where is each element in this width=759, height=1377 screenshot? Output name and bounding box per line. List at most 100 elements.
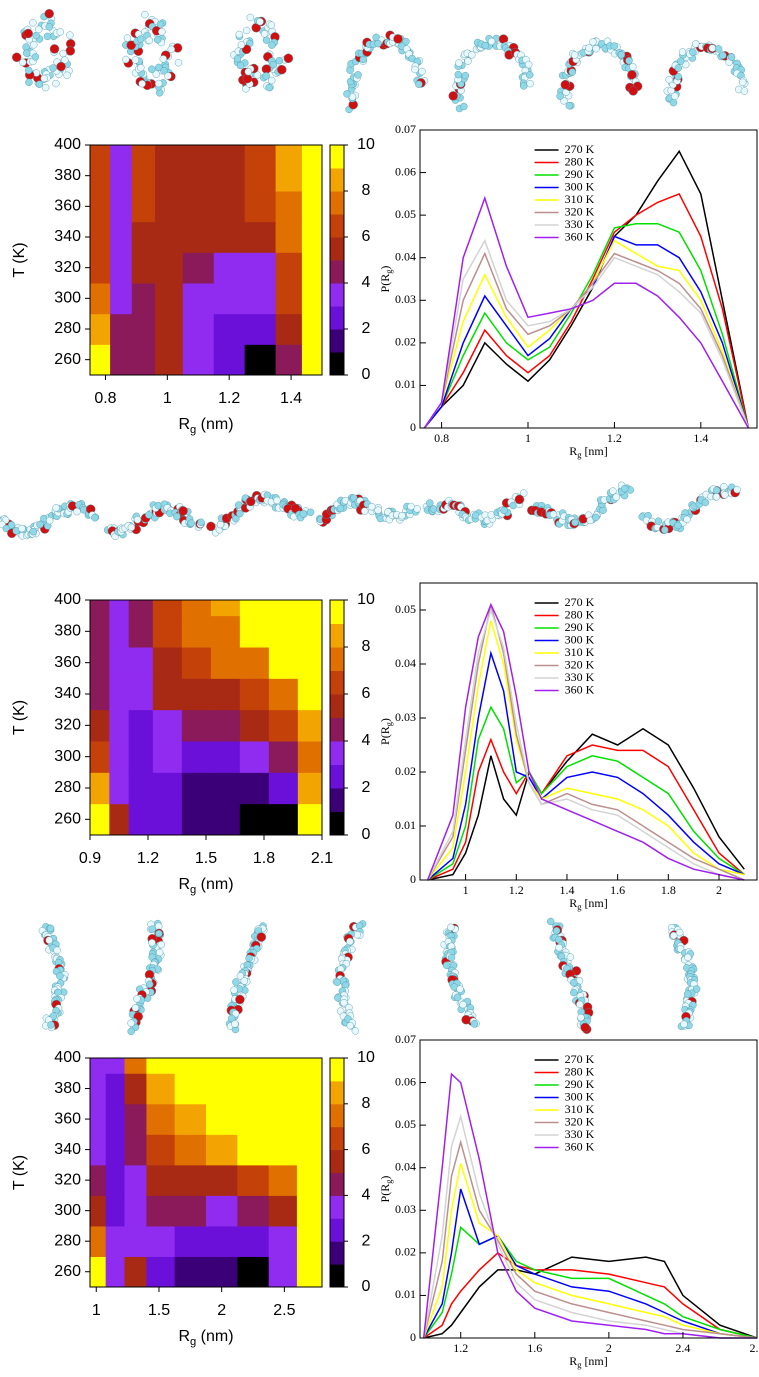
atom [290, 503, 301, 514]
atom [351, 1027, 360, 1035]
atom [571, 518, 579, 527]
heatmap-cell [90, 803, 110, 836]
atom [393, 34, 403, 44]
heatmap-cell [90, 1225, 107, 1257]
molecule [668, 924, 701, 1031]
heatmap-cell [213, 252, 246, 284]
atom [526, 79, 534, 88]
heatmap-cell [268, 1195, 298, 1227]
atom [160, 66, 168, 75]
heatmap-cell [131, 344, 156, 376]
heatmap-cell [174, 1256, 207, 1288]
atom [46, 924, 55, 933]
atom [12, 52, 22, 62]
molecule [556, 37, 643, 110]
heatmap-cell [154, 221, 184, 253]
atom [156, 20, 165, 29]
molecule [343, 30, 429, 114]
atom [570, 979, 578, 987]
heatmap-cell [109, 772, 130, 805]
atom [713, 486, 721, 494]
atom [65, 46, 76, 56]
heatmap-cell [210, 772, 241, 805]
atom [680, 1020, 688, 1028]
legend-label: 360 K [565, 229, 595, 243]
heatmap-cell [213, 160, 246, 192]
heatmap-cell [90, 283, 111, 315]
atom [53, 946, 61, 954]
heatmap-cell [90, 313, 111, 345]
atom [374, 506, 382, 514]
atom [714, 45, 723, 53]
legend-label: 330 K [565, 217, 595, 231]
heatmap-cell [109, 600, 130, 617]
atom [418, 67, 426, 76]
atom [361, 507, 369, 515]
series-line [423, 1225, 758, 1339]
axis-label: Rg (nm) [178, 1328, 233, 1348]
atom [470, 1020, 478, 1028]
atom [509, 501, 517, 510]
atom [333, 978, 341, 986]
heatmap-cell [131, 145, 156, 161]
molecule [332, 920, 367, 1035]
series-line [422, 1163, 758, 1339]
atom [733, 485, 741, 494]
colorbar-swatch [330, 237, 344, 261]
molecule [103, 500, 205, 541]
heatmap-cell [210, 615, 241, 648]
heatmap-cell [210, 647, 241, 679]
atom [627, 70, 637, 80]
heatmap-cell [268, 600, 299, 617]
heatmap-cell [152, 772, 183, 805]
axis-label: Rg (nm) [178, 876, 233, 896]
plot-frame [89, 144, 323, 376]
heatmap-cell [110, 283, 133, 315]
heatmap-cell [268, 678, 299, 711]
y-tick-label: 0.04 [395, 1159, 416, 1173]
atom [155, 948, 164, 957]
atom [592, 513, 600, 522]
atom [683, 515, 691, 524]
atom [609, 487, 617, 495]
heatmap-cell [268, 1225, 298, 1257]
molecule [127, 919, 166, 1036]
heatmap-cell [181, 803, 212, 836]
axis-label-subscript: g [577, 1361, 582, 1370]
heatmap-cell [152, 600, 183, 617]
legend-label: 320 K [565, 657, 595, 671]
heatmap-cell [239, 678, 270, 711]
axis-label: Rg [nm] [569, 444, 608, 460]
atom [244, 67, 253, 76]
atom [334, 994, 342, 1002]
axis-label-part: R [569, 444, 577, 458]
atom [41, 83, 50, 92]
atom [242, 85, 250, 93]
legend-label: 300 K [565, 632, 595, 646]
heatmap-cell [182, 344, 215, 376]
heatmap-cell [297, 803, 323, 836]
colorbar-swatch [330, 168, 344, 192]
atom [19, 58, 27, 67]
colorbar-swatch [330, 788, 344, 812]
atom [56, 61, 66, 72]
atom [35, 80, 43, 88]
heatmap-cell [90, 145, 111, 161]
heatmap-cell [105, 1073, 125, 1105]
x-tick-label: 1.6 [527, 1341, 542, 1355]
plot-frame [89, 1057, 323, 1288]
heatmap-cell [90, 221, 111, 253]
atom [275, 57, 283, 65]
y-tick-label: 0.05 [395, 1117, 416, 1131]
heatmap-cell [128, 709, 154, 742]
atom [157, 940, 166, 949]
atom [684, 990, 692, 998]
heatmap-cell [296, 1256, 323, 1288]
x-tick-label: 0.9 [79, 850, 101, 867]
heatmap-cell [213, 344, 246, 376]
atom [32, 31, 40, 40]
atom [461, 1015, 471, 1025]
heatmap-cell [244, 191, 277, 223]
